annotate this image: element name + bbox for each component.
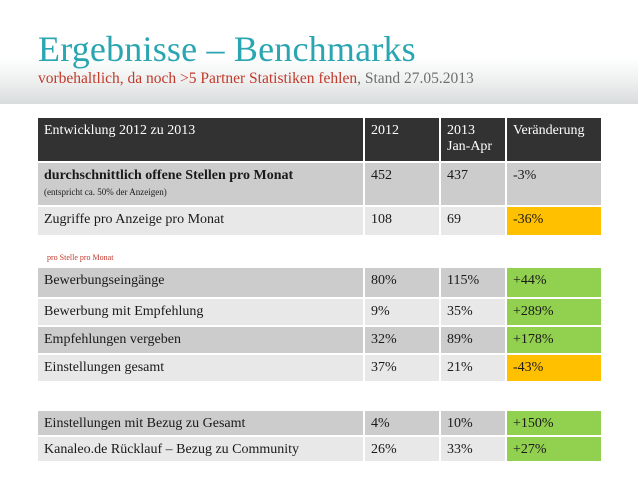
header-period: Jan-Apr [447, 139, 493, 154]
hiring-table: Einstellungen mit Bezug zu Gesamt 4% 10%… [38, 411, 603, 463]
row-label: durchschnittlich offene Stellen pro Mona… [38, 162, 365, 207]
value-2012: 26% [364, 436, 441, 463]
value-change: -3% [506, 162, 603, 207]
subtitle-date: , Stand 27.05.2013 [357, 70, 474, 87]
value-change: +44% [506, 268, 603, 299]
value-2013: 21% [440, 354, 507, 383]
value-change: -43% [506, 354, 603, 383]
row-label: Bewerbungseingänge [38, 268, 365, 299]
value-2012: 108 [364, 206, 441, 237]
table-row: Kanaleo.de Rücklauf – Bezug zu Community… [38, 436, 603, 463]
value-2013: 33% [440, 436, 507, 463]
value-change: +289% [506, 298, 603, 327]
page-subtitle: vorbehaltlich, da noch >5 Partner Statis… [38, 70, 474, 88]
header-year-2013: 2013 [447, 123, 475, 138]
value-2012: 80% [364, 268, 441, 299]
value-2012: 4% [364, 411, 441, 437]
header-cell-2013: 2013 Jan-Apr [440, 118, 507, 163]
header-cell-metric: Entwicklung 2012 zu 2013 [38, 118, 365, 163]
header-cell-change: Veränderung [506, 118, 603, 163]
value-2012: 452 [364, 162, 441, 207]
value-2013: 437 [440, 162, 507, 207]
row-note: (entspricht ca. 50% der Anzeigen) [44, 187, 167, 197]
value-2013: 69 [440, 206, 507, 237]
value-2012: 32% [364, 326, 441, 355]
header-band [0, 0, 638, 104]
table-header-row: Entwicklung 2012 zu 2013 2012 2013 Jan-Ap… [38, 118, 603, 163]
value-2013: 115% [440, 268, 507, 299]
value-2013: 10% [440, 411, 507, 437]
table-row: durchschnittlich offene Stellen pro Mona… [38, 162, 603, 207]
subtitle-caveat: vorbehaltlich, da noch >5 Partner Statis… [38, 70, 358, 87]
value-change: +178% [506, 326, 603, 355]
table-row: Einstellungen mit Bezug zu Gesamt 4% 10%… [38, 411, 603, 437]
row-label: Empfehlungen vergeben [38, 326, 365, 355]
table-row: Einstellungen gesamt 37% 21% -43% [38, 354, 603, 383]
value-2013: 89% [440, 326, 507, 355]
value-change: +150% [506, 411, 603, 437]
per-job-table: Bewerbungseingänge 80% 115% +44% Bewerbu… [38, 268, 603, 383]
header-cell-2012: 2012 [364, 118, 441, 163]
row-label-text: durchschnittlich offene Stellen pro Mona… [44, 168, 294, 183]
row-label: Einstellungen gesamt [38, 354, 365, 383]
row-label: Kanaleo.de Rücklauf – Bezug zu Community [38, 436, 365, 463]
table-row: Bewerbungseingänge 80% 115% +44% [38, 268, 603, 299]
value-2013: 35% [440, 298, 507, 327]
value-change: +27% [506, 436, 603, 463]
row-label: Bewerbung mit Empfehlung [38, 298, 365, 327]
value-2012: 37% [364, 354, 441, 383]
section-label: pro Stelle pro Monat [47, 253, 114, 262]
page-title: Ergebnisse – Benchmarks [38, 29, 416, 69]
table-row: Zugriffe pro Anzeige pro Monat 108 69 -3… [38, 206, 603, 237]
value-2012: 9% [364, 298, 441, 327]
row-label: Einstellungen mit Bezug zu Gesamt [38, 411, 365, 437]
table-row: Bewerbung mit Empfehlung 9% 35% +289% [38, 298, 603, 327]
row-label: Zugriffe pro Anzeige pro Monat [38, 206, 365, 237]
value-change: -36% [506, 206, 603, 237]
table-row: Empfehlungen vergeben 32% 89% +178% [38, 326, 603, 355]
development-table: Entwicklung 2012 zu 2013 2012 2013 Jan-Ap… [38, 118, 603, 237]
